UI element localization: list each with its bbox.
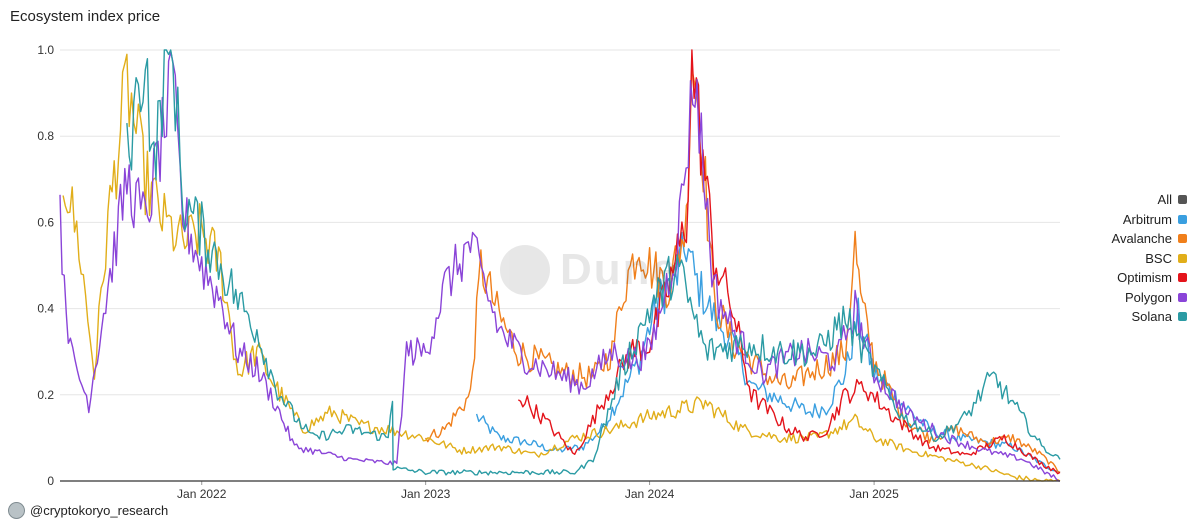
legend-swatch	[1178, 273, 1187, 283]
series-line-optimism	[517, 49, 1061, 475]
chart-title: Ecosystem index price	[10, 8, 161, 25]
legend-label: Arbitrum	[1122, 211, 1172, 227]
legend-label: Avalanche	[1111, 231, 1172, 247]
legend-swatch	[1178, 234, 1187, 244]
series-line-arbitrum	[475, 231, 1061, 474]
legend: All Arbitrum Avalanche BSC Optimism Polygon So…	[1112, 190, 1187, 327]
legend-item-arbitrum[interactable]: Arbitrum	[1112, 210, 1187, 230]
legend-label: Optimism	[1117, 270, 1172, 286]
legend-label: Polygon	[1125, 289, 1172, 305]
y-tick-label: 1.0	[37, 43, 54, 57]
legend-swatch	[1178, 312, 1187, 322]
legend-swatch	[1178, 214, 1187, 224]
x-tick-label: Jan 2023	[401, 487, 451, 501]
x-tick-label: Jan 2024	[625, 487, 675, 501]
y-tick-label: 0.8	[37, 129, 54, 143]
legend-label: All	[1157, 192, 1172, 208]
credit-text: @cryptokoryo_research	[30, 503, 169, 518]
legend-item-polygon[interactable]: Polygon	[1112, 288, 1187, 308]
series-line-polygon	[59, 51, 1061, 482]
y-tick-label: 0.4	[37, 302, 54, 316]
y-tick-label: 0.6	[37, 215, 54, 229]
legend-swatch	[1178, 292, 1187, 302]
y-tick-label: 0	[47, 474, 54, 488]
legend-item-solana[interactable]: Solana	[1112, 307, 1187, 327]
legend-item-avalanche[interactable]: Avalanche	[1112, 229, 1187, 249]
avatar	[8, 502, 25, 519]
x-tick-label: Jan 2025	[849, 487, 899, 501]
x-tick-label: Jan 2022	[177, 487, 227, 501]
series-line-solana	[126, 49, 1061, 476]
series-line-bsc	[62, 53, 1061, 482]
legend-item-optimism[interactable]: Optimism	[1112, 268, 1187, 288]
author-credit: @cryptokoryo_research	[8, 502, 168, 519]
legend-swatch	[1178, 195, 1187, 205]
legend-item-bsc[interactable]: BSC	[1112, 249, 1187, 269]
legend-item-all[interactable]: All	[1112, 190, 1187, 210]
y-tick-label: 0.2	[37, 388, 54, 402]
legend-label: Solana	[1131, 309, 1172, 325]
legend-swatch	[1178, 253, 1187, 263]
legend-label: BSC	[1145, 250, 1172, 266]
